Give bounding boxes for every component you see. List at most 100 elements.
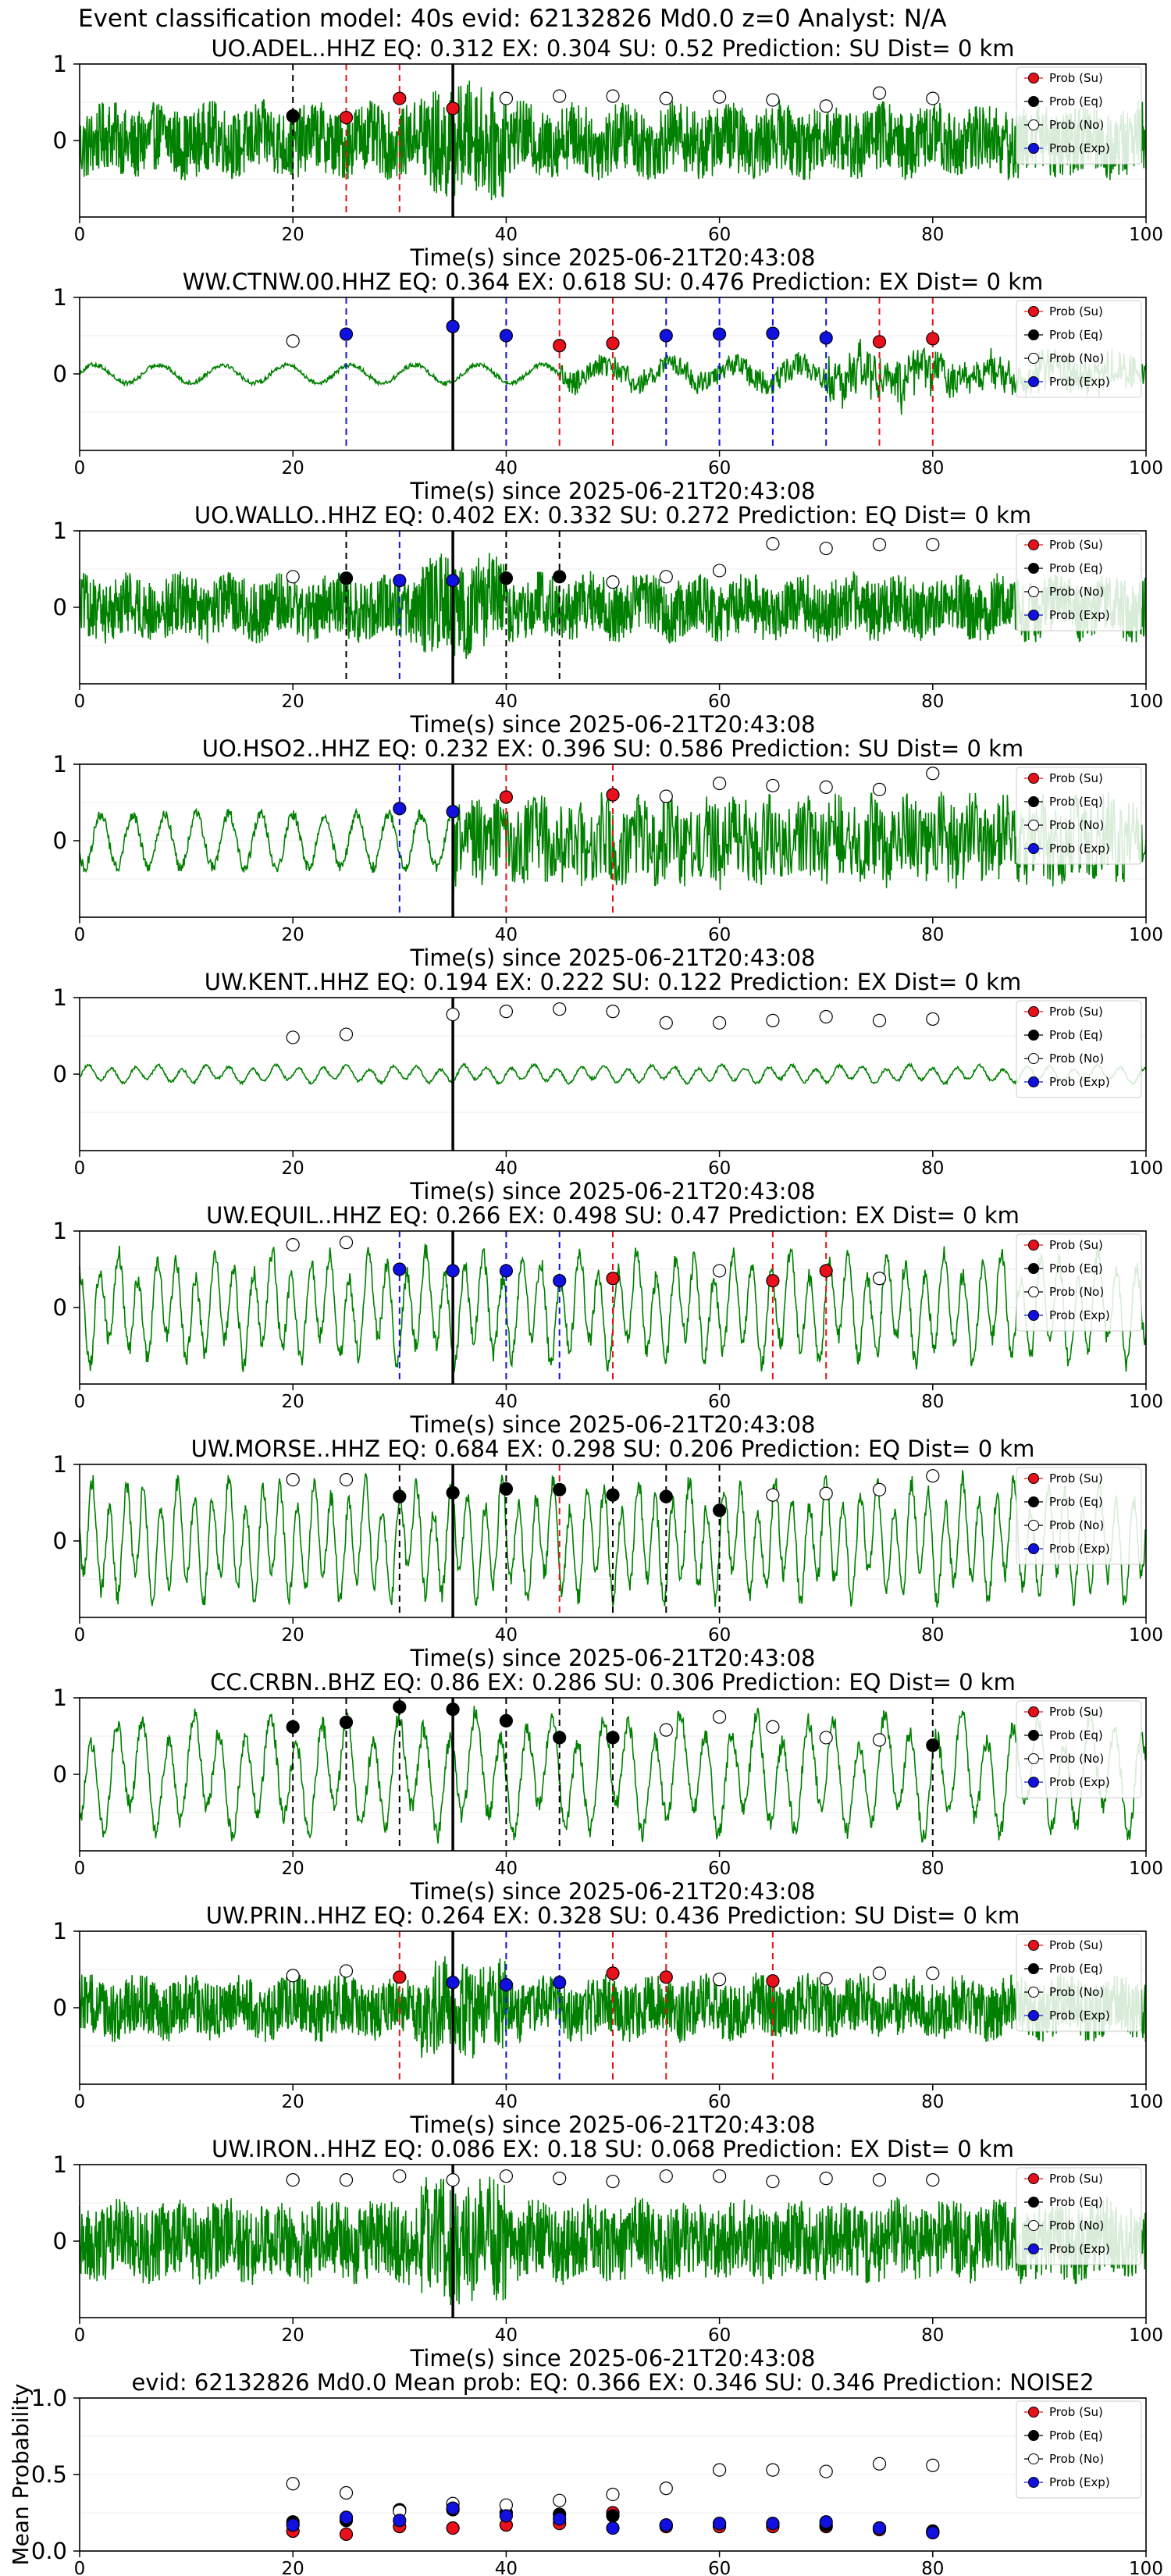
prob-point xyxy=(712,1503,727,1517)
mean-point xyxy=(872,2521,887,2535)
prob-point xyxy=(499,2169,514,2183)
panel-title: UW.IRON..HHZ EQ: 0.086 EX: 0.18 SU: 0.06… xyxy=(212,2136,1014,2162)
prob-point xyxy=(339,1236,354,1250)
prob-point xyxy=(872,1272,887,1286)
prob-point xyxy=(659,329,673,343)
y-tick-label: 1 xyxy=(53,751,67,777)
prob-point xyxy=(872,86,887,100)
x-tick-label: 0 xyxy=(74,2559,86,2576)
mean-point xyxy=(606,2509,620,2523)
x-tick-label: 20 xyxy=(282,1625,304,1646)
x-tick-label: 60 xyxy=(708,1625,731,1646)
legend-label: Prob (Eq) xyxy=(1049,2195,1103,2209)
prob-point xyxy=(872,1013,887,1028)
legend-marker xyxy=(1028,96,1039,107)
legend-box xyxy=(1016,300,1142,398)
x-tick-label: 80 xyxy=(921,1392,944,1412)
x-tick-label: 100 xyxy=(1129,1625,1163,1646)
prob-point xyxy=(553,2172,567,2186)
legend-label: Prob (Exp) xyxy=(1049,1775,1110,1789)
legend-marker xyxy=(1028,796,1039,807)
prob-point xyxy=(339,1472,354,1487)
legend-label: Prob (Eq) xyxy=(1049,1028,1103,1042)
legend-marker xyxy=(1028,329,1039,340)
prob-point xyxy=(339,327,354,341)
mean-point xyxy=(819,2464,833,2478)
legend-label: Prob (Exp) xyxy=(1049,608,1110,622)
prob-point xyxy=(872,1733,887,1747)
x-tick-label: 60 xyxy=(708,2092,731,2112)
x-tick-label: 0 xyxy=(74,1392,86,1412)
legend-marker xyxy=(1028,1520,1039,1531)
prob-point xyxy=(766,326,780,340)
x-tick-label: 60 xyxy=(708,1158,731,1179)
prob-point xyxy=(446,1703,460,1717)
legend-label: Prob (Exp) xyxy=(1049,2008,1110,2023)
legend-marker xyxy=(1028,353,1039,364)
prob-point xyxy=(819,780,833,795)
x-tick-label: 80 xyxy=(921,692,944,712)
y-tick-label: 0 xyxy=(53,1994,67,2021)
prob-point xyxy=(819,99,833,113)
y-tick-label: 1 xyxy=(53,1685,67,1711)
legend-marker xyxy=(1028,2173,1039,2184)
legend-marker xyxy=(1028,1496,1039,1507)
prob-point xyxy=(339,2173,354,2187)
legend-marker xyxy=(1028,1473,1039,1484)
legend-marker xyxy=(1028,1543,1039,1554)
prob-point xyxy=(712,1973,727,1987)
prob-point xyxy=(872,538,887,552)
legend-marker xyxy=(1028,1263,1039,1274)
panel-title: UO.ADEL..HHZ EQ: 0.312 EX: 0.304 SU: 0.5… xyxy=(211,35,1014,62)
legend-marker xyxy=(1028,376,1039,387)
legend-label: Prob (Eq) xyxy=(1049,2428,1103,2443)
x-tick-label: 100 xyxy=(1129,925,1163,945)
panel-title: CC.CRBN..BHZ EQ: 0.86 EX: 0.286 SU: 0.30… xyxy=(210,1669,1016,1695)
x-tick-label: 40 xyxy=(495,458,518,479)
prob-point xyxy=(286,2173,300,2187)
legend-label: Prob (No) xyxy=(1049,1285,1104,1299)
plot-frame xyxy=(79,1930,1147,2085)
prob-point xyxy=(286,1030,300,1044)
legend-marker xyxy=(1028,773,1039,784)
mean-point xyxy=(712,2463,727,2477)
prob-point xyxy=(819,1264,833,1278)
panel-0: UO.ADEL..HHZ EQ: 0.312 EX: 0.304 SU: 0.5… xyxy=(53,35,1163,271)
prob-point xyxy=(872,2173,887,2187)
x-tick-label: 0 xyxy=(74,1625,86,1646)
panel-title: UW.KENT..HHZ EQ: 0.194 EX: 0.222 SU: 0.1… xyxy=(205,969,1021,995)
legend-marker xyxy=(1028,2453,1039,2464)
prob-point xyxy=(286,1238,300,1252)
x-tick-label: 100 xyxy=(1129,225,1163,245)
legend-box xyxy=(1016,1934,1142,2032)
mean-point xyxy=(659,2518,673,2532)
prob-point xyxy=(766,537,780,551)
x-axis-label: Time(s) since 2025-06-21T20:43:08 xyxy=(410,1411,816,1438)
x-tick-label: 100 xyxy=(1129,2559,1163,2576)
prob-point xyxy=(339,1964,354,1978)
prob-point xyxy=(606,1488,620,1502)
waveform-trace xyxy=(79,553,1147,660)
legend-marker xyxy=(1028,2220,1039,2231)
legend-marker xyxy=(1028,1240,1039,1251)
prob-point xyxy=(659,1489,673,1503)
y-axis-label: Mean Probability xyxy=(8,2383,34,2565)
mean-point xyxy=(339,2485,354,2500)
x-axis-label: Time(s) since 2025-06-21T20:43:08 xyxy=(410,478,816,504)
y-tick-label: 1 xyxy=(53,1451,67,1478)
legend-marker xyxy=(1028,119,1039,130)
legend-box xyxy=(1016,1467,1142,1565)
x-tick-label: 40 xyxy=(495,2092,518,2112)
panel-7: CC.CRBN..BHZ EQ: 0.86 EX: 0.286 SU: 0.30… xyxy=(53,1669,1163,1905)
prob-point xyxy=(446,1264,460,1278)
x-tick-label: 20 xyxy=(282,2092,304,2112)
prob-point xyxy=(819,1009,833,1024)
x-tick-label: 80 xyxy=(921,2325,944,2346)
mean-point xyxy=(926,2458,940,2472)
legend-label: Prob (Eq) xyxy=(1049,1728,1103,1742)
prob-point xyxy=(606,575,620,589)
y-tick-label: 1 xyxy=(53,1918,67,1944)
x-tick-label: 80 xyxy=(921,1625,944,1646)
prob-point xyxy=(339,1715,354,1729)
